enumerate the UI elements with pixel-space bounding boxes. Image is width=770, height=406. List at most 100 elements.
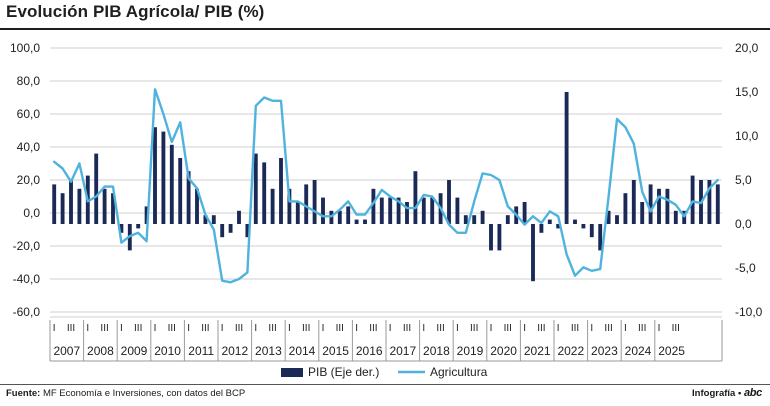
pib-bar xyxy=(396,197,401,224)
quarter-label: III xyxy=(100,323,108,334)
pib-bar xyxy=(430,197,435,224)
pib-bar xyxy=(405,202,409,224)
pib-bar xyxy=(379,197,384,224)
pib-bar xyxy=(136,224,141,229)
quarter-label: III xyxy=(67,323,75,334)
pib-bar xyxy=(270,188,275,224)
footer-divider xyxy=(0,384,770,385)
year-label: 2021 xyxy=(524,344,551,358)
quarter-label: III xyxy=(470,323,478,334)
left-tick-label: -20,0 xyxy=(13,239,41,253)
quarter-label: III xyxy=(168,323,176,334)
quarter-label: III xyxy=(436,323,444,334)
left-tick-label: 0,0 xyxy=(23,206,40,220)
pib-bar xyxy=(161,131,166,224)
pib-bar xyxy=(60,193,65,224)
pib-bar xyxy=(295,202,300,224)
quarter-label: III xyxy=(504,323,512,334)
pib-bar xyxy=(52,184,57,224)
quarter-label: I xyxy=(422,323,425,334)
quarter-label: III xyxy=(571,323,579,334)
quarter-label: III xyxy=(336,323,344,334)
quarter-label: I xyxy=(590,323,593,334)
year-label: 2010 xyxy=(154,344,181,358)
quarter-label: III xyxy=(638,323,646,334)
right-tick-label: 10,0 xyxy=(735,129,759,143)
legend-label-pib: PIB (Eje der.) xyxy=(308,365,379,379)
year-label: 2017 xyxy=(389,344,416,358)
pib-bar xyxy=(598,224,603,251)
quarter-label: III xyxy=(201,323,209,334)
pib-bar xyxy=(631,180,636,224)
pib-bar xyxy=(547,219,552,224)
pib-bar xyxy=(195,188,199,224)
agricultura-line-group xyxy=(53,88,719,284)
year-label: 2015 xyxy=(322,344,349,358)
right-axis-ticks: 20,0 15,0 10,0 5,0 0,0 -5,0 -10,0 xyxy=(735,41,763,319)
pib-bar xyxy=(472,215,477,224)
quarter-label: I xyxy=(490,323,493,334)
pib-bar xyxy=(447,180,451,224)
pib-bar xyxy=(304,184,309,224)
credit: Infografía • abc xyxy=(692,387,762,399)
pib-bar xyxy=(337,210,342,224)
quarter-label: I xyxy=(288,323,291,334)
pib-bar xyxy=(102,188,107,224)
chart-title: Evolución PIB Agrícola/ PIB (%) xyxy=(6,2,265,21)
pib-bar xyxy=(220,224,225,238)
right-tick-label: 5,0 xyxy=(735,173,752,187)
quarter-label: I xyxy=(53,323,56,334)
pib-bar xyxy=(153,127,157,224)
left-axis-ticks: 100,0 80,0 60,0 40,0 20,0 0,0 -20,0 -40,0 -60,0 xyxy=(10,41,40,319)
year-label: 2009 xyxy=(121,344,148,358)
pib-bar xyxy=(363,219,367,224)
pib-bar xyxy=(581,224,586,229)
quarter-label: I xyxy=(456,323,459,334)
year-label: 2020 xyxy=(490,344,517,358)
brand-logo: abc xyxy=(743,387,762,399)
year-label: 2024 xyxy=(625,344,652,358)
left-tick-label: 40,0 xyxy=(17,140,41,154)
agricultura-line xyxy=(53,88,719,284)
pib-bar xyxy=(111,193,115,224)
quarter-label: I xyxy=(187,323,190,334)
pib-bar xyxy=(169,144,174,224)
year-label: 2018 xyxy=(423,344,450,358)
source-note: Fuente: MF Economía e Inversiones, con d… xyxy=(6,388,245,399)
left-tick-label: 80,0 xyxy=(17,74,41,88)
pib-bar xyxy=(648,184,653,224)
pib-bar xyxy=(178,158,183,224)
pib-bar xyxy=(522,202,527,224)
pib-bar xyxy=(556,224,561,229)
quarter-label: III xyxy=(134,323,142,334)
title-divider xyxy=(0,28,770,30)
quarter-label: III xyxy=(369,323,377,334)
quarter-label: I xyxy=(624,323,627,334)
pib-bar xyxy=(388,197,393,224)
pib-bar xyxy=(354,219,359,224)
quarter-label: I xyxy=(120,323,123,334)
pib-bar xyxy=(489,224,493,251)
year-label: 2012 xyxy=(221,344,248,358)
year-label: 2023 xyxy=(591,344,618,358)
year-label: 2013 xyxy=(255,344,282,358)
quarter-label: III xyxy=(672,323,680,334)
pib-bar xyxy=(245,224,250,238)
legend-label-agricultura: Agricultura xyxy=(430,365,488,379)
quarter-label: I xyxy=(355,323,358,334)
source-label: Fuente: xyxy=(6,388,41,399)
year-label: 2014 xyxy=(289,344,316,358)
pib-bar xyxy=(287,188,292,224)
quarter-label: I xyxy=(221,323,224,334)
right-tick-label: 0,0 xyxy=(735,217,752,231)
pib-bar xyxy=(455,197,460,224)
left-tick-label: 20,0 xyxy=(17,173,41,187)
pib-bar xyxy=(77,188,82,224)
pib-bar xyxy=(144,206,149,224)
pib-bar xyxy=(480,210,485,224)
pib-bar xyxy=(312,180,317,224)
quarter-label: III xyxy=(403,323,411,334)
pib-bar xyxy=(279,158,283,224)
year-label: 2007 xyxy=(53,344,80,358)
pib-bar xyxy=(505,215,510,224)
